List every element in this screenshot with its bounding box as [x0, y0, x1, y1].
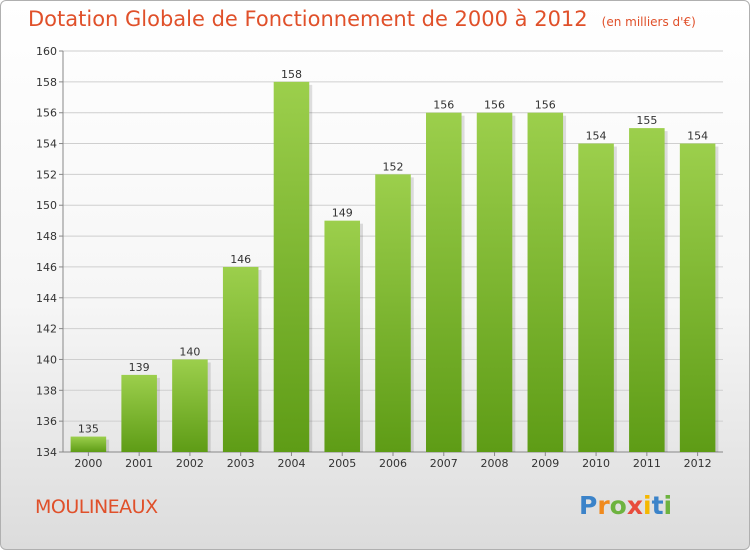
logo-letter: P [579, 491, 598, 520]
bar [324, 220, 360, 452]
data-label: 156 [484, 99, 505, 112]
bar [172, 359, 208, 452]
y-tick-label: 142 [36, 323, 57, 336]
y-tick-label: 134 [36, 446, 57, 459]
chart-title: Dotation Globale de Fonctionnement de 20… [28, 7, 696, 31]
x-tick-label: 2009 [531, 457, 559, 470]
data-label: 154 [586, 130, 607, 143]
x-tick-label: 2012 [684, 457, 712, 470]
logo-letter: t [651, 491, 664, 520]
data-label: 156 [433, 99, 454, 112]
bar [375, 174, 411, 452]
logo-letter: i [663, 491, 673, 520]
x-tick-label: 2010 [582, 457, 610, 470]
y-tick-label: 144 [36, 292, 57, 305]
logo-letter: o [609, 491, 627, 520]
y-tick-label: 138 [36, 384, 57, 397]
proxiti-logo: Proxiti [579, 491, 672, 520]
bar [527, 112, 564, 452]
y-tick-label: 152 [36, 168, 57, 181]
axis-layer: 1341361381401421441461481501521541561581… [36, 45, 723, 470]
x-tick-label: 2007 [430, 457, 458, 470]
bar [476, 112, 513, 452]
y-tick-label: 148 [36, 230, 57, 243]
x-tick-label: 2000 [74, 457, 102, 470]
x-tick-label: 2008 [481, 457, 509, 470]
data-label: 154 [687, 130, 708, 143]
y-tick-label: 136 [36, 415, 57, 428]
x-tick-label: 2011 [633, 457, 661, 470]
bar [629, 128, 665, 452]
bar-layer [70, 81, 719, 453]
bar [578, 143, 614, 453]
data-label: 140 [179, 345, 200, 358]
data-label: 152 [383, 160, 404, 173]
x-tick-label: 2003 [227, 457, 255, 470]
x-tick-label: 2006 [379, 457, 407, 470]
bar [222, 266, 259, 452]
data-label: 149 [332, 207, 353, 220]
y-tick-label: 146 [36, 261, 57, 274]
x-tick-label: 2005 [328, 457, 356, 470]
data-label: 135 [78, 423, 99, 436]
y-tick-label: 160 [36, 45, 57, 58]
bar [426, 112, 462, 452]
unit-text: (en milliers d'€) [601, 15, 696, 29]
bar [121, 374, 157, 452]
x-tick-label: 2001 [125, 457, 153, 470]
x-tick-label: 2004 [277, 457, 305, 470]
data-label: 158 [281, 68, 302, 81]
bar [679, 143, 716, 453]
y-tick-label: 150 [36, 199, 57, 212]
data-label: 155 [636, 114, 657, 127]
y-tick-label: 154 [36, 138, 57, 151]
y-tick-label: 140 [36, 353, 57, 366]
data-label: 156 [535, 99, 556, 112]
x-tick-label: 2002 [176, 457, 204, 470]
commune-name: MOULINEAUX [35, 496, 158, 518]
label-layer: 135 139 140 146 158 149 152 156 156 156 154 155 154 [78, 68, 708, 436]
bar [70, 436, 107, 452]
title-text: Dotation Globale de Fonctionnement de 20… [28, 7, 588, 31]
bar [273, 81, 310, 452]
logo-letter: i [643, 491, 652, 520]
logo-letter: r [597, 491, 610, 520]
data-label: 146 [230, 253, 251, 266]
y-tick-label: 156 [36, 107, 57, 120]
data-label: 139 [129, 361, 150, 374]
y-tick-label: 158 [36, 76, 57, 89]
logo-letter: x [626, 491, 643, 520]
